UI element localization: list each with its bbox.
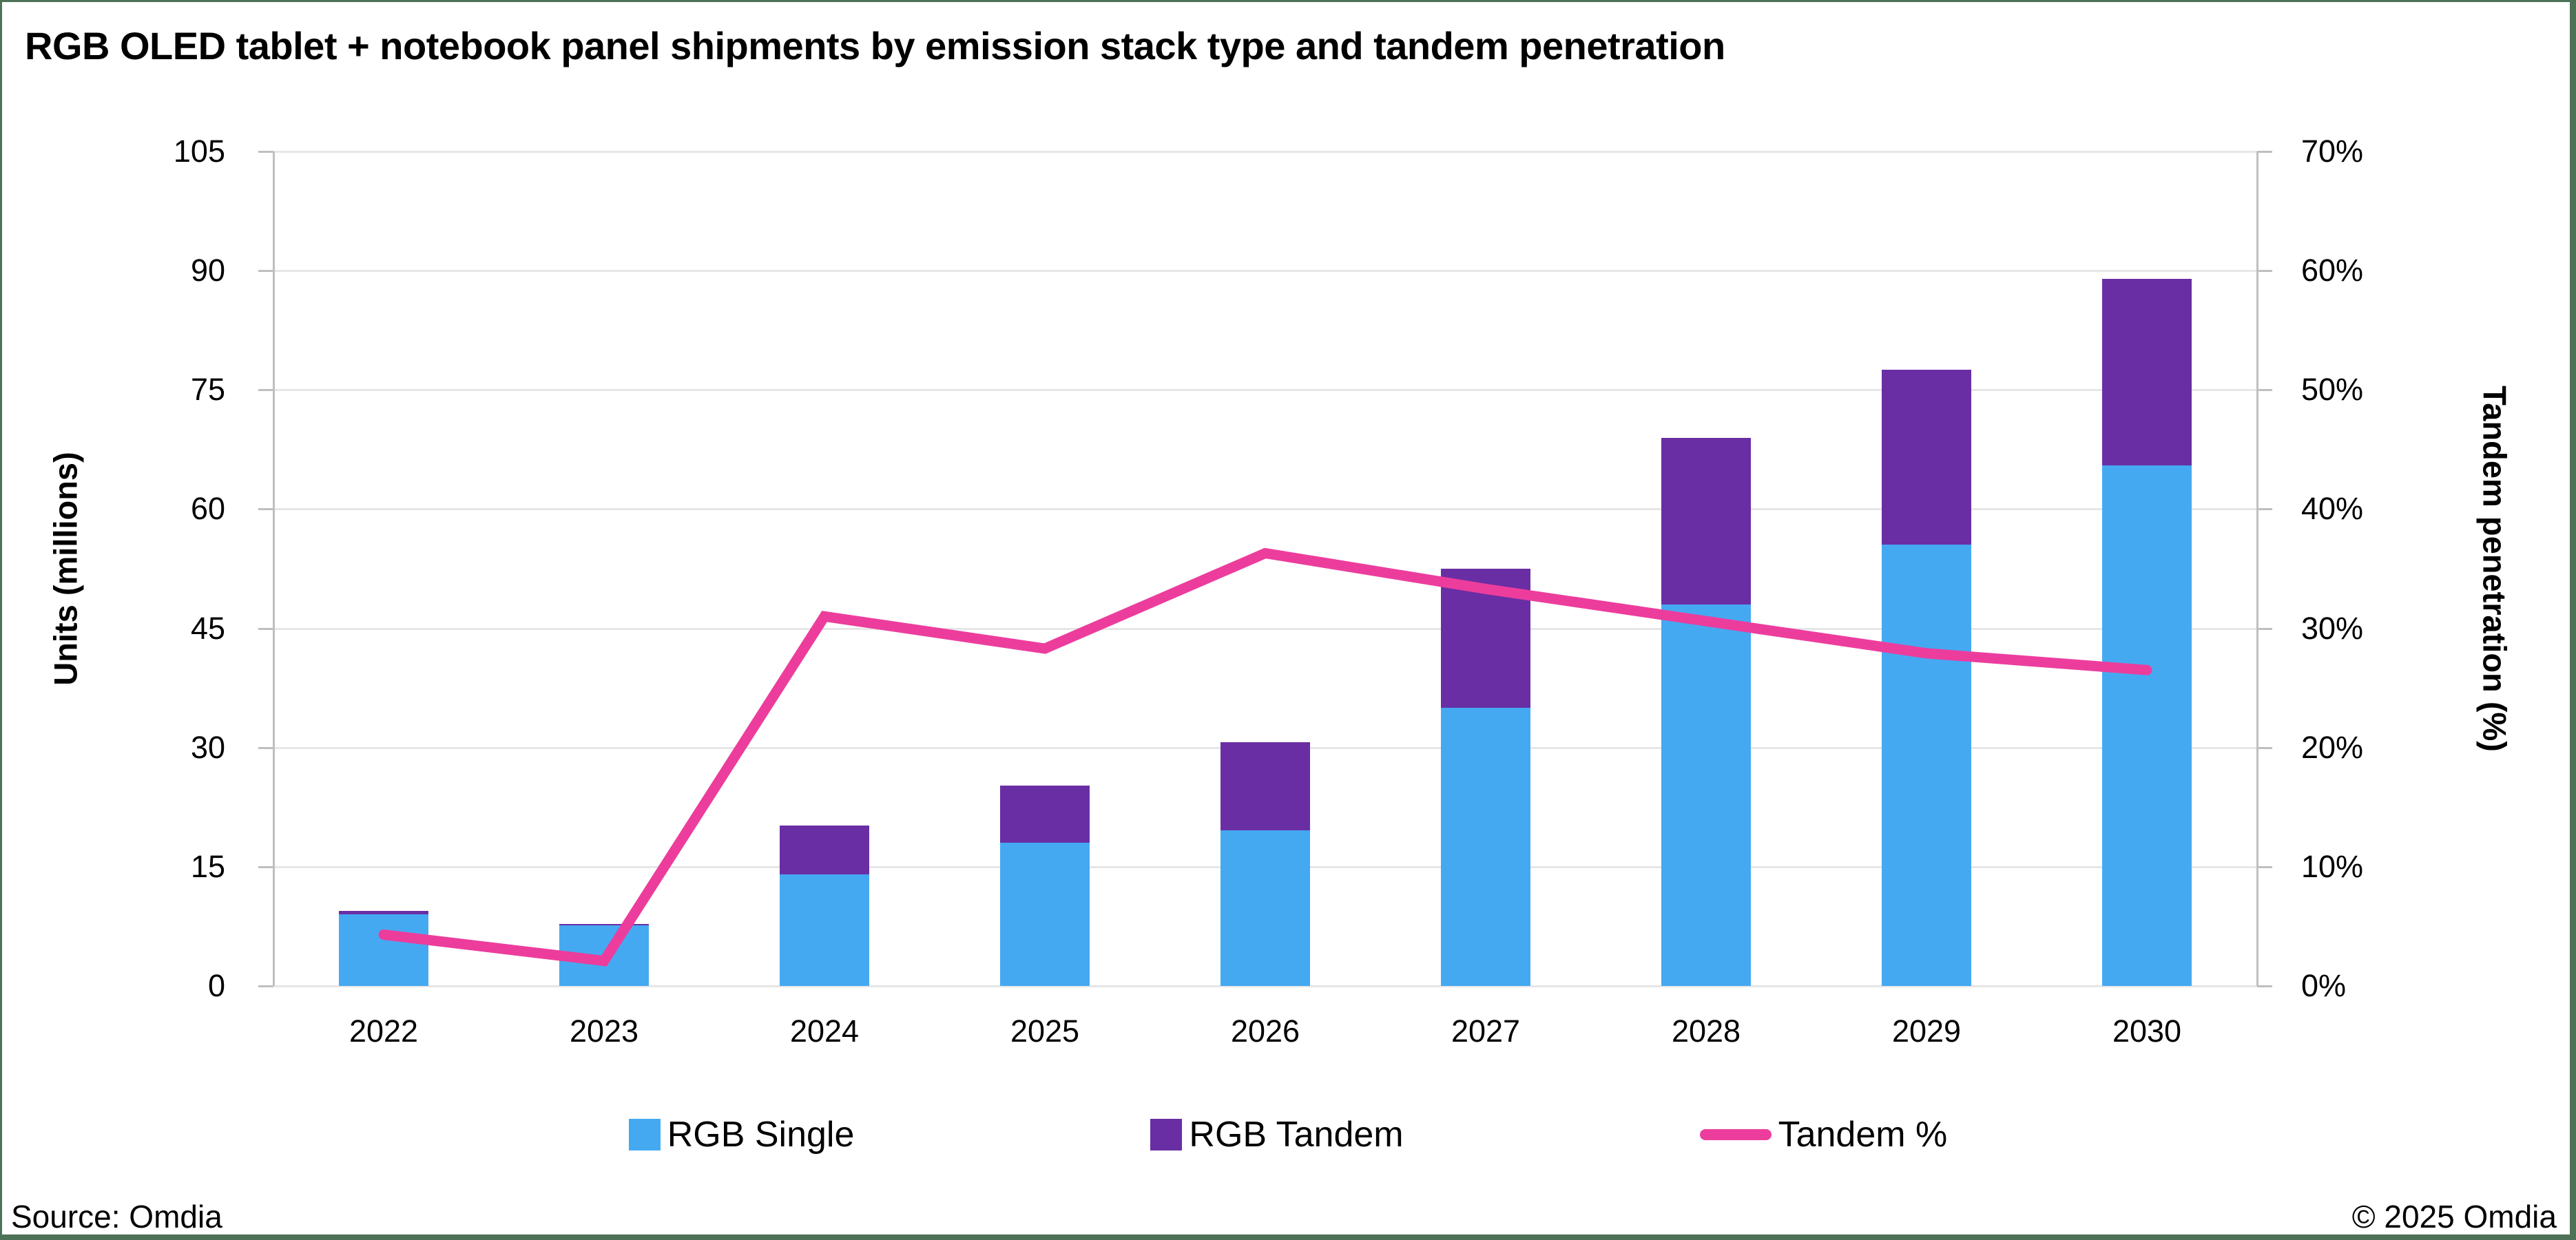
bar-rgb-single-2022 <box>339 914 428 986</box>
legend-item-rgb-single: RGB Single <box>628 1114 855 1155</box>
y-axis-left-line <box>273 151 275 986</box>
y-axis-left-tick-label: 75 <box>190 372 225 407</box>
y-axis-right-tick <box>2257 151 2272 153</box>
y-axis-right-tick <box>2257 747 2272 749</box>
y-axis-right-tick-label: 30% <box>2301 611 2364 646</box>
bar-rgb-tandem-2024 <box>780 825 869 875</box>
x-axis-label-2029: 2029 <box>1891 1013 1962 1049</box>
gridline <box>273 985 2257 987</box>
y-axis-right-tick-label: 50% <box>2301 372 2364 407</box>
bar-rgb-single-2024 <box>780 874 869 986</box>
legend-item-tandem-pct: Tandem % <box>1699 1114 1948 1155</box>
chart-legend: RGB Single RGB Tandem Tandem % <box>0 1114 2576 1155</box>
chart-title: RGB OLED tablet + notebook panel shipmen… <box>25 24 1725 67</box>
legend-swatch-rgb-single-icon <box>628 1119 661 1150</box>
x-axis-label-2030: 2030 <box>2112 1013 2182 1049</box>
y-axis-right-tick-label: 10% <box>2301 849 2364 884</box>
x-axis-label-2025: 2025 <box>1010 1013 1080 1049</box>
bar-rgb-tandem-2029 <box>1882 370 1971 545</box>
plot-area: 105 70% 90 60% 75 50% 60 40% 45 30% 30 20% 15 10% 0 0% 2… <box>174 134 2363 1049</box>
bar-rgb-single-2026 <box>1221 830 1310 986</box>
gridline <box>273 628 2257 630</box>
x-axis-label-2028: 2028 <box>1671 1013 1741 1049</box>
y-axis-left-tick <box>258 389 273 391</box>
y-axis-right-tick <box>2257 985 2272 987</box>
x-axis-label-2022: 2022 <box>349 1013 419 1049</box>
legend-line-swatch-tandem-pct-icon <box>1699 1129 1772 1140</box>
source-note: Source: Omdia <box>11 1199 222 1234</box>
legend-label-rgb-single: RGB Single <box>667 1115 855 1155</box>
y-axis-right-tick-label: 60% <box>2301 253 2364 288</box>
y-axis-left-tick <box>258 270 273 272</box>
bar-rgb-tandem-2022 <box>339 911 428 915</box>
y-axis-right-tick-label: 40% <box>2301 491 2364 526</box>
legend-item-rgb-tandem: RGB Tandem <box>1150 1114 1404 1155</box>
y-axis-right-tick-label: 0% <box>2301 968 2347 1003</box>
y-axis-right-tick-label: 70% <box>2301 134 2364 169</box>
bar-rgb-tandem-2028 <box>1661 437 1751 605</box>
y-axis-left-tick-label: 30 <box>190 730 225 765</box>
y-axis-right-line <box>2256 151 2258 986</box>
y-axis-left-tick-label: 90 <box>190 253 225 288</box>
legend-label-rgb-tandem: RGB Tandem <box>1189 1115 1404 1155</box>
bar-rgb-tandem-2023 <box>559 923 649 926</box>
y-axis-left-title: Units (millions) <box>47 452 84 686</box>
y-axis-left-tick <box>258 866 273 868</box>
y-axis-left-tick <box>258 747 273 749</box>
bar-rgb-tandem-2025 <box>1000 786 1090 843</box>
x-axis-label-2027: 2027 <box>1451 1013 1521 1049</box>
y-axis-left-tick <box>258 151 273 153</box>
y-axis-right-tick <box>2257 866 2272 868</box>
gridline <box>273 151 2257 153</box>
bar-rgb-tandem-2030 <box>2102 278 2192 465</box>
y-axis-right-title: Tandem penetration (%) <box>2476 386 2513 752</box>
y-axis-right-tick <box>2257 389 2272 391</box>
y-axis-left-tick-label: 60 <box>190 491 225 526</box>
legend-label-tandem-pct: Tandem % <box>1778 1115 1948 1155</box>
legend-swatch-rgb-tandem-icon <box>1150 1119 1183 1150</box>
y-axis-left-tick <box>258 628 273 630</box>
y-axis-left-tick-label: 0 <box>207 968 225 1003</box>
bar-rgb-single-2028 <box>1661 604 1751 986</box>
gridline <box>273 270 2257 272</box>
y-axis-left-tick <box>258 985 273 987</box>
bar-rgb-tandem-2026 <box>1221 742 1310 830</box>
x-axis-label-2026: 2026 <box>1230 1013 1300 1049</box>
bar-rgb-single-2030 <box>2102 465 2192 986</box>
x-axis-label-2024: 2024 <box>789 1013 860 1049</box>
bar-rgb-single-2027 <box>1441 708 1530 986</box>
y-axis-right-tick <box>2257 270 2272 272</box>
tandem-percent-polyline <box>378 547 2152 967</box>
x-axis-label-2023: 2023 <box>569 1013 639 1049</box>
gridline <box>273 389 2257 391</box>
y-axis-right-tick <box>2257 628 2272 630</box>
y-axis-right-tick-label: 20% <box>2301 730 2364 765</box>
tandem-percent-line <box>378 547 2152 967</box>
bar-rgb-single-2025 <box>1000 843 1090 986</box>
y-axis-left-tick <box>258 508 273 510</box>
y-axis-left-tick-label: 45 <box>190 611 225 646</box>
gridline <box>273 508 2257 510</box>
y-axis-left-tick-label: 105 <box>173 134 225 169</box>
y-axis-right-tick <box>2257 508 2272 510</box>
copyright-note: © 2025 Omdia <box>2351 1199 2557 1234</box>
bar-rgb-single-2029 <box>1882 545 1971 986</box>
y-axis-left-tick-label: 15 <box>190 849 225 884</box>
